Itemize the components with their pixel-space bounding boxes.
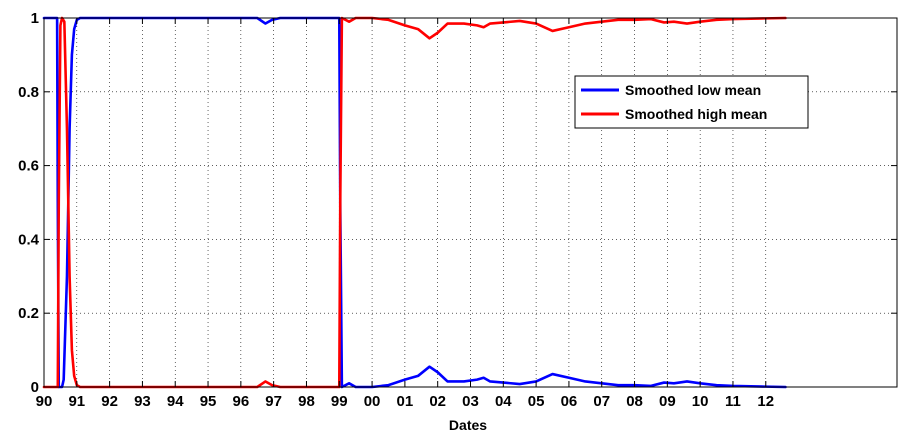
y-tick-label: 0.4 bbox=[18, 231, 40, 248]
x-tick-label: 95 bbox=[200, 393, 217, 410]
x-tick-label: 97 bbox=[265, 393, 282, 410]
y-tick-label: 1 bbox=[31, 10, 39, 27]
legend-label-high: Smoothed high mean bbox=[625, 106, 767, 122]
legend-label-low: Smoothed low mean bbox=[625, 82, 761, 98]
x-tick-label: 90 bbox=[36, 393, 53, 410]
x-tick-label: 93 bbox=[134, 393, 151, 410]
legend-box bbox=[574, 75, 809, 129]
x-tick-label: 11 bbox=[725, 393, 741, 410]
x-tick-label: 04 bbox=[495, 393, 512, 410]
series-layer bbox=[42, 16, 787, 389]
x-tick-label: 92 bbox=[101, 393, 118, 410]
ticks: 90 91 92 93 94 95 96 97 98 99 00 01 02 03 04 05 06 07 08 09… bbox=[18, 10, 897, 410]
x-tick-label: 12 bbox=[757, 393, 774, 410]
y-tick-label: 0.8 bbox=[18, 84, 39, 101]
x-tick-label: 09 bbox=[659, 393, 676, 410]
grid bbox=[44, 18, 897, 387]
x-tick-label: 94 bbox=[167, 393, 184, 410]
y-tick-label: 0 bbox=[31, 379, 39, 396]
x-tick-label: 08 bbox=[626, 393, 643, 410]
y-tick-label: 0.2 bbox=[18, 305, 39, 322]
x-tick-label: 91 bbox=[68, 393, 85, 410]
y-tick-label: 0.6 bbox=[18, 158, 39, 175]
x-tick-label: 10 bbox=[692, 393, 709, 410]
series-line-high-mean bbox=[42, 16, 787, 389]
series-line-low-mean bbox=[42, 16, 787, 389]
x-tick-label: 00 bbox=[364, 393, 381, 410]
x-tick-label: 05 bbox=[528, 393, 545, 410]
x-tick-label: 02 bbox=[429, 393, 446, 410]
x-tick-label: 98 bbox=[298, 393, 315, 410]
x-tick-label: 99 bbox=[331, 393, 348, 410]
x-tick-label: 01 bbox=[397, 393, 414, 410]
legend: Smoothed low mean Smoothed high mean bbox=[574, 75, 809, 129]
x-tick-label: 07 bbox=[593, 393, 610, 410]
x-tick-label: 96 bbox=[233, 393, 250, 410]
x-axis-label: Dates bbox=[449, 417, 487, 433]
x-tick-label: 06 bbox=[561, 393, 578, 410]
x-tick-label: 03 bbox=[462, 393, 479, 410]
